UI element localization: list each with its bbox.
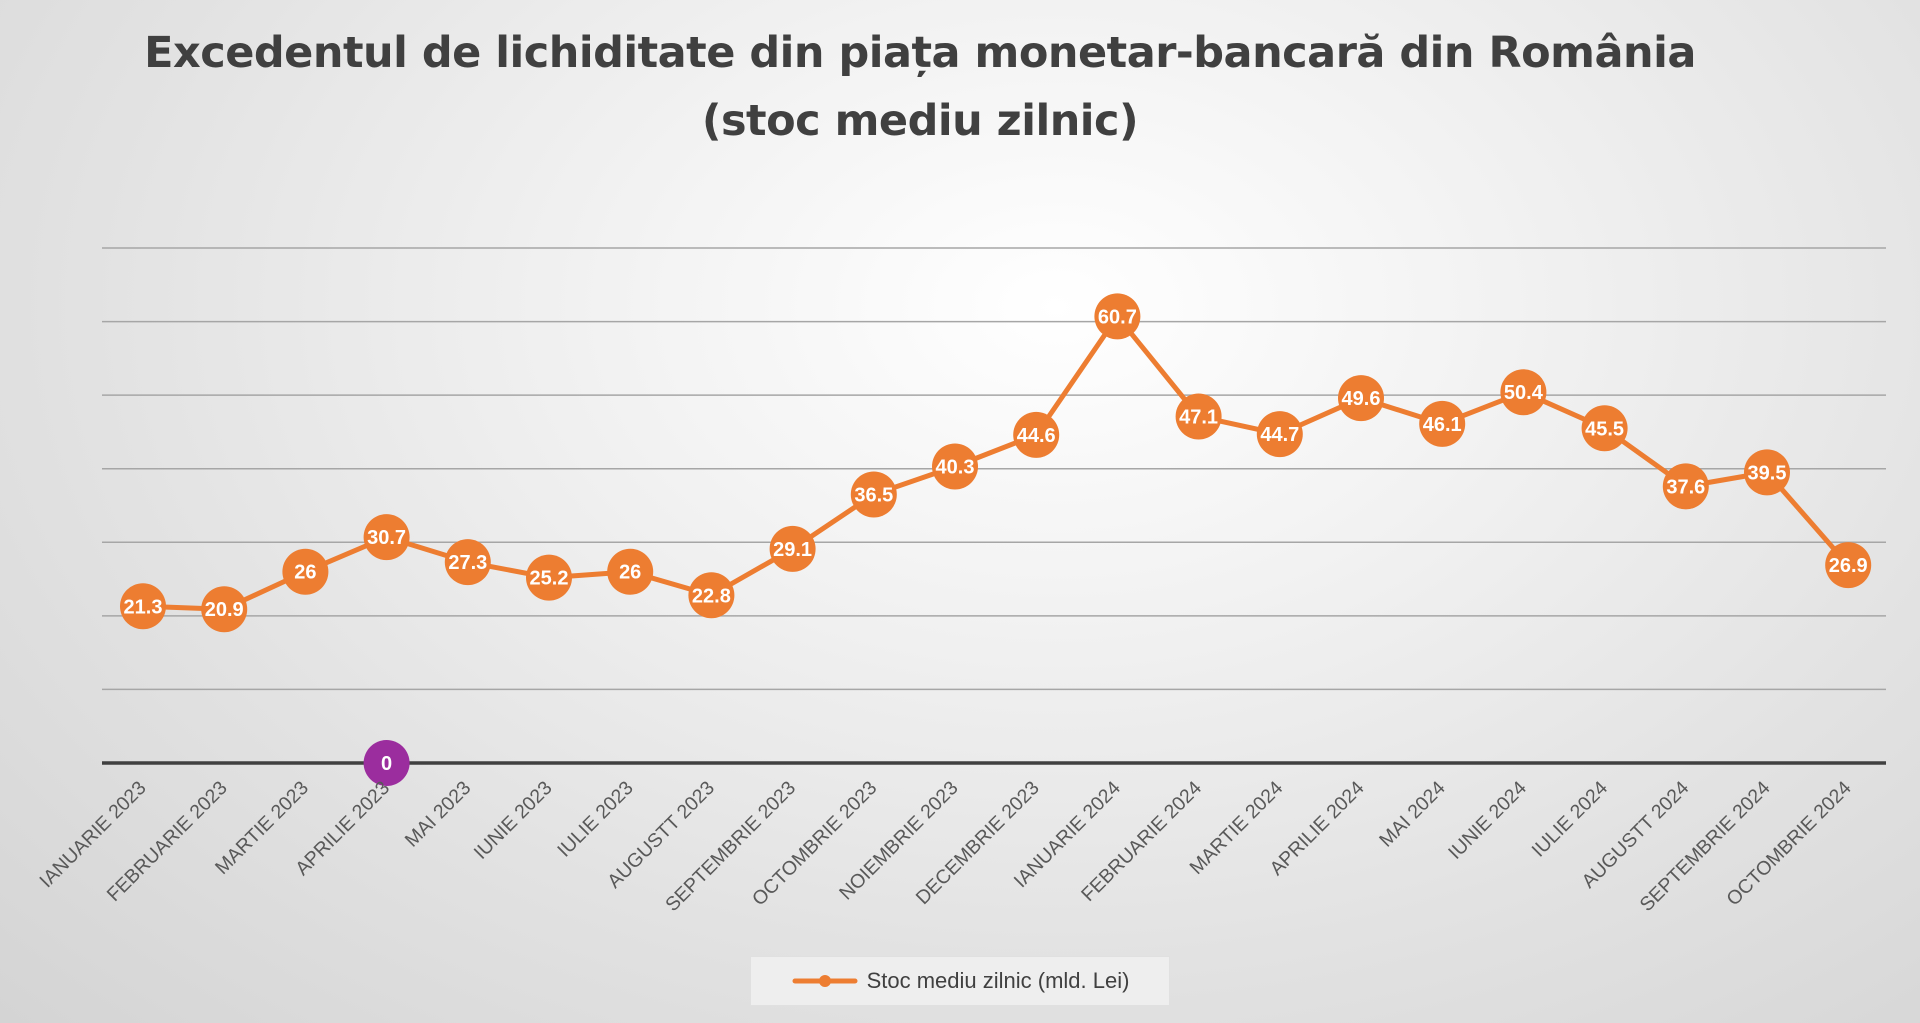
data-label: 44.6 (1017, 425, 1056, 447)
data-label: 26 (619, 562, 641, 584)
data-label: 49.6 (1342, 388, 1381, 410)
data-label: 60.7 (1098, 306, 1137, 328)
chart-title-line-2: (stoc mediu zilnic) (701, 96, 1139, 146)
data-point (688, 572, 735, 619)
x-tick-label: IULIE 2023 (553, 777, 638, 862)
data-point (1825, 542, 1872, 589)
legend-line-marker (792, 975, 858, 987)
data-label: 50.4 (1504, 382, 1544, 404)
data-point (1256, 411, 1303, 458)
series-line (140, 313, 1851, 612)
data-label: 39.5 (1748, 462, 1787, 484)
data-label: 40.3 (936, 457, 975, 479)
data-label: 21.3 (124, 596, 163, 618)
data-label: 30.7 (367, 527, 406, 549)
data-label: 22.8 (692, 585, 731, 607)
chart-title-line-1: Excedentul de lichiditate din piața mone… (144, 28, 1696, 78)
data-label: 44.7 (1260, 424, 1299, 446)
data-label: 36.5 (854, 484, 893, 506)
zero-marker-label: 0 (381, 753, 392, 775)
x-tick-label: IUNIE 2023 (470, 777, 557, 864)
x-tick-label: IUNIE 2024 (1444, 777, 1531, 864)
data-point (282, 548, 329, 595)
data-label: 26 (294, 562, 316, 584)
data-point (1419, 400, 1466, 447)
data-label: 37.6 (1666, 476, 1705, 498)
legend: Stoc mediu zilnic (mld. Lei) (750, 956, 1170, 1006)
data-point (932, 443, 978, 490)
data-point (444, 539, 491, 586)
data-label: 45.5 (1585, 418, 1624, 440)
data-label: 29.1 (773, 539, 812, 561)
data-point (1581, 405, 1628, 452)
legend-label: Stoc mediu zilnic (mld. Lei) (866, 968, 1130, 993)
data-point (1013, 411, 1060, 458)
data-label: 46.1 (1423, 414, 1462, 436)
data-point (1662, 463, 1709, 510)
x-tick-label: IULIE 2024 (1528, 777, 1613, 862)
data-label: 27.3 (448, 552, 487, 574)
data-point (769, 525, 816, 572)
x-tick-label: MAI 2023 (401, 777, 476, 852)
data-label: 47.1 (1179, 406, 1218, 428)
data-label: 25.2 (530, 568, 569, 590)
data-point (1175, 393, 1222, 440)
data-point (1500, 369, 1547, 416)
data-label: 20.9 (205, 599, 244, 621)
data-label: 26.9 (1829, 555, 1868, 577)
data-point (1338, 375, 1384, 422)
data-point (1094, 293, 1141, 340)
data-point (363, 514, 410, 561)
data-point (850, 471, 897, 518)
data-point (201, 586, 248, 633)
data-point (120, 583, 166, 630)
data-point (607, 548, 654, 595)
data-point (526, 554, 572, 601)
data-point (1744, 449, 1790, 496)
zero-marker (363, 740, 410, 786)
x-tick-label: MAI 2024 (1375, 777, 1450, 852)
